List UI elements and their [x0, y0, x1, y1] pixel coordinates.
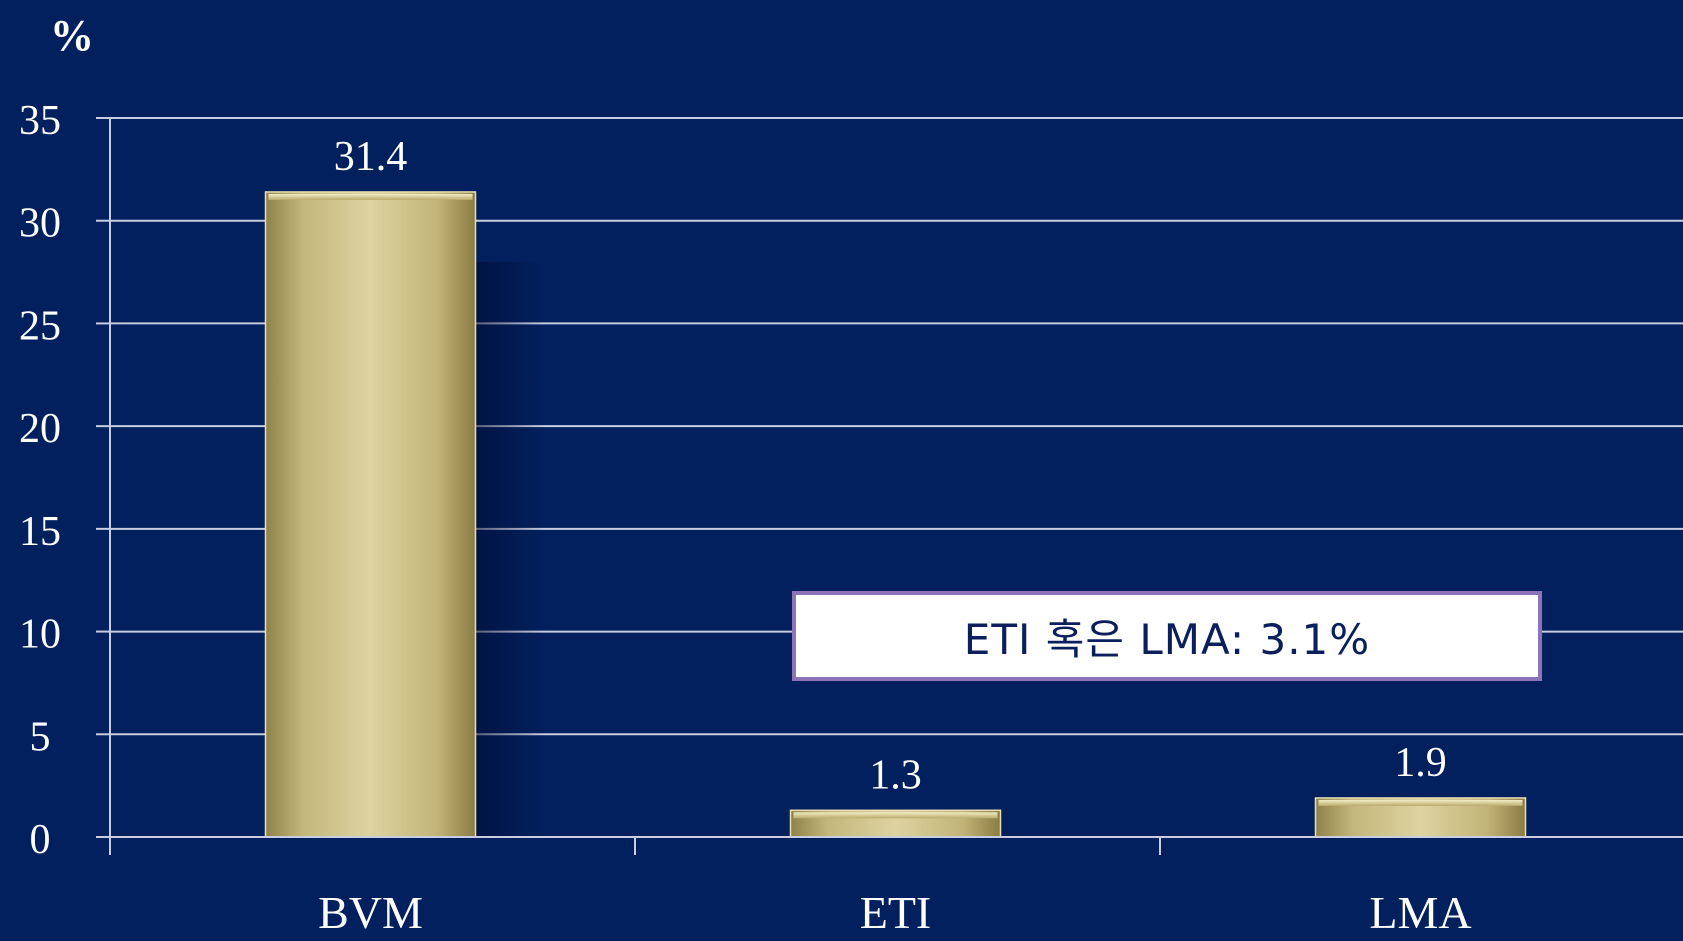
annotation-callout: ETI 혹은 LMA: 3.1%: [792, 591, 1542, 681]
data-label: 31.4: [334, 134, 408, 180]
data-label: 1.3: [869, 752, 922, 798]
annotation-text: ETI 혹은 LMA: 3.1%: [963, 614, 1371, 664]
bars: 31.4 1.3 1.9: [264, 134, 1527, 838]
x-tick-label: LMA: [1369, 887, 1471, 936]
bar-bvm: [264, 191, 477, 838]
y-axis-label: %: [50, 11, 94, 60]
y-tick-label: 15: [19, 509, 61, 555]
data-label: 1.9: [1394, 740, 1447, 786]
bar-bevel: [1318, 799, 1523, 806]
bar-bevel: [268, 193, 473, 200]
y-tick-label: 0: [30, 817, 51, 863]
x-tick-label: BVM: [318, 887, 423, 936]
y-tick-label: 30: [19, 201, 61, 247]
y-tick-label: 10: [19, 612, 61, 658]
bar-bevel: [793, 812, 998, 819]
axes: 0 5 10 15 20 25 30 35 BVM ETI LMA: [19, 98, 1683, 938]
y-tick-label: 35: [19, 98, 61, 144]
y-tick-label: 25: [19, 303, 61, 349]
bar-shadow: [475, 261, 546, 837]
x-tick-label: ETI: [860, 887, 932, 936]
y-tick-label: 5: [30, 714, 51, 760]
y-tick-label: 20: [19, 406, 61, 452]
